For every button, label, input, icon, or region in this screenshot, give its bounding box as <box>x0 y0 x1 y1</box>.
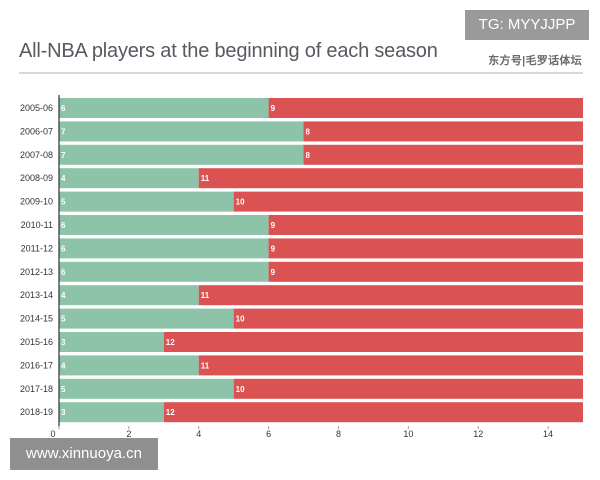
season-label: 2012-13 <box>20 267 53 277</box>
bar-segment-a <box>59 402 164 423</box>
bar-segment-a <box>59 332 164 352</box>
bar-segment-a <box>59 355 199 376</box>
x-tick-label: 14 <box>543 429 553 439</box>
bar-value-label: 5 <box>61 315 66 324</box>
season-label: 2018-19 <box>20 407 53 417</box>
bars-layer: 6 9 7 8 7 8 4 11 5 10 6 9 6 9 6 9 4 11 5 10 3 12 4 11 5 10 3 12 <box>59 98 584 423</box>
bar-value-label: 9 <box>271 268 276 277</box>
bar-segment-b <box>233 308 583 329</box>
bar-segment-b <box>303 121 583 142</box>
bar-value-label: 7 <box>61 127 66 136</box>
season-label: 2014-15 <box>20 314 53 324</box>
bar-segment-b <box>268 98 583 118</box>
bar-value-label: 11 <box>201 361 210 370</box>
title-divider <box>19 72 583 74</box>
bar-value-label: 4 <box>61 291 66 300</box>
chart-title: All-NBA players at the beginning of each… <box>19 40 438 62</box>
watermark-url: www.xinnuoya.cn <box>10 438 158 470</box>
bar-segment-a <box>59 98 269 118</box>
bar-value-label: 5 <box>61 198 66 207</box>
bar-segment-a <box>59 285 199 306</box>
season-label: 2007-08 <box>20 150 53 160</box>
bar-value-label: 6 <box>61 268 66 277</box>
bar-value-label: 11 <box>201 291 210 300</box>
x-tick-label: 0 <box>50 429 55 439</box>
bar-value-label: 10 <box>236 198 245 207</box>
season-label: 2010-11 <box>21 220 53 230</box>
bar-value-label: 12 <box>166 338 175 347</box>
bar-value-label: 9 <box>271 244 276 253</box>
bar-segment-b <box>303 144 583 165</box>
bar-value-label: 6 <box>61 221 66 230</box>
x-tick-label: 8 <box>336 429 341 439</box>
bar-value-label: 9 <box>271 221 276 230</box>
season-label: 2008-09 <box>20 173 53 183</box>
season-label: 2015-16 <box>20 337 53 347</box>
bar-value-label: 8 <box>306 127 311 136</box>
bar-segment-b <box>268 238 583 259</box>
x-tick-label: 4 <box>196 429 201 439</box>
bar-segment-b <box>268 215 583 235</box>
watermark-tag: TG: MYYJJPP <box>465 10 589 40</box>
season-label: 2017-18 <box>20 384 53 394</box>
bar-value-label: 6 <box>61 104 66 113</box>
watermark-source: 东方号|毛罗话体坛 <box>488 55 582 67</box>
bar-value-label: 4 <box>61 174 66 183</box>
bar-segment-a <box>59 144 304 165</box>
x-tick-label: 12 <box>473 429 483 439</box>
season-label: 2013-14 <box>20 290 53 300</box>
bar-segment-b <box>233 191 583 212</box>
bar-segment-a <box>59 168 199 189</box>
bar-value-label: 9 <box>271 104 276 113</box>
bar-segment-a <box>59 238 269 259</box>
bar-value-label: 10 <box>236 385 245 394</box>
x-tick-label: 6 <box>266 429 271 439</box>
bar-value-label: 11 <box>201 174 210 183</box>
bar-value-label: 3 <box>61 408 66 417</box>
season-label: 2009-10 <box>20 197 53 207</box>
bar-segment-a <box>59 191 234 212</box>
x-axis: 0 2 4 6 8 10 12 14 <box>50 95 553 439</box>
season-label: 2016-17 <box>20 360 53 370</box>
bar-value-label: 4 <box>61 361 66 370</box>
season-label: 2006-07 <box>20 126 53 136</box>
bar-segment-b <box>198 285 583 306</box>
bar-segment-b <box>163 332 584 352</box>
bar-value-label: 10 <box>236 315 245 324</box>
bar-value-label: 7 <box>61 151 66 160</box>
x-tick-label: 2 <box>126 429 131 439</box>
bar-segment-a <box>59 261 269 282</box>
bar-segment-a <box>59 308 234 329</box>
bar-segment-a <box>59 215 269 235</box>
bar-segment-b <box>198 355 583 376</box>
bar-segment-b <box>268 261 583 282</box>
bar-segment-b <box>233 378 583 399</box>
season-label: 2005-06 <box>20 103 53 113</box>
bar-value-label: 5 <box>61 385 66 394</box>
bar-value-label: 12 <box>166 408 175 417</box>
bar-segment-b <box>163 402 584 423</box>
bar-value-label: 8 <box>306 151 311 160</box>
x-tick-label: 10 <box>403 429 413 439</box>
bar-segment-a <box>59 378 234 399</box>
bar-value-label: 3 <box>61 338 66 347</box>
season-label: 2011-12 <box>21 243 53 253</box>
bar-segment-b <box>198 168 583 189</box>
bar-value-label: 6 <box>61 244 66 253</box>
season-labels: 2005-06 2006-07 2007-08 2008-09 2009-10 2010-… <box>20 103 53 417</box>
bar-segment-a <box>59 121 304 142</box>
